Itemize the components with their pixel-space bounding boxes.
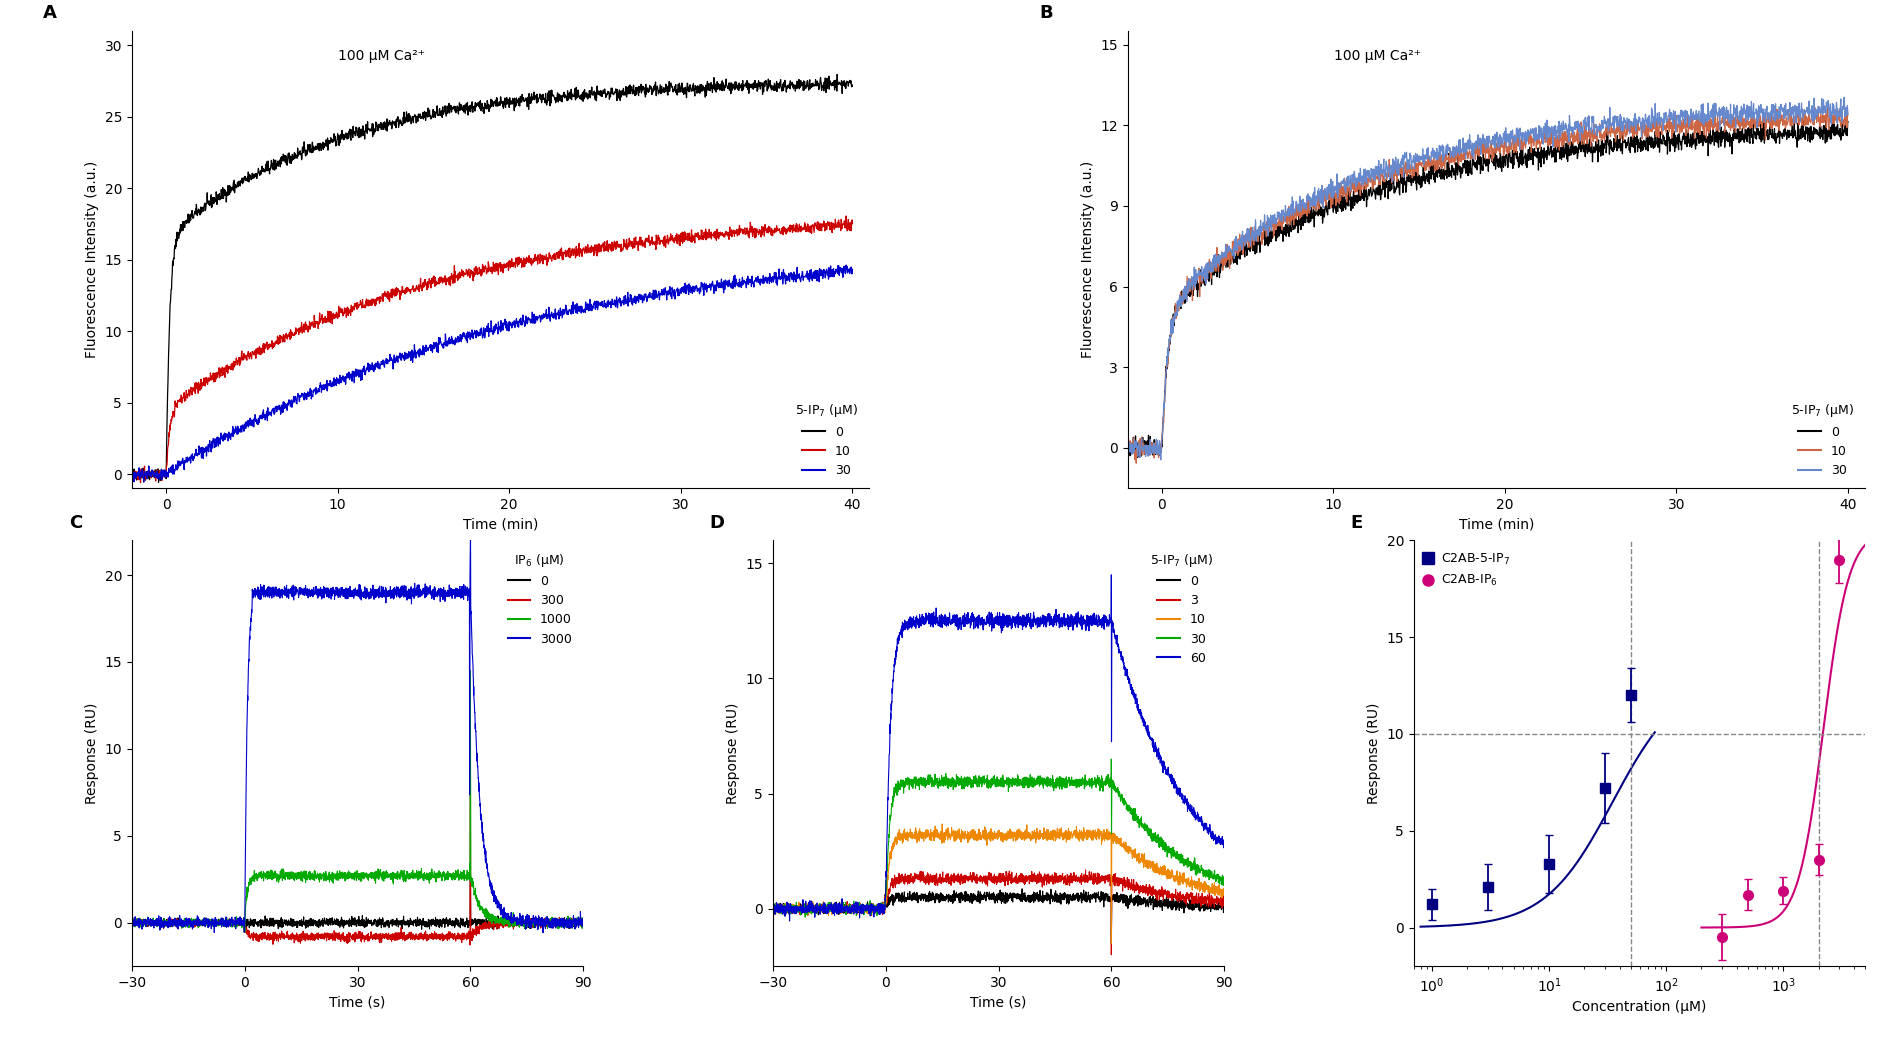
Legend: 0, 300, 1000, 3000: 0, 300, 1000, 3000 bbox=[503, 547, 577, 650]
Y-axis label: Response (RU): Response (RU) bbox=[725, 702, 740, 804]
Text: D: D bbox=[710, 513, 725, 532]
Legend: 0, 10, 30: 0, 10, 30 bbox=[1786, 397, 1860, 482]
X-axis label: Time (s): Time (s) bbox=[970, 995, 1027, 1010]
Y-axis label: Response (RU): Response (RU) bbox=[85, 702, 100, 804]
Text: C: C bbox=[68, 513, 81, 532]
Legend: 0, 3, 10, 30, 60: 0, 3, 10, 30, 60 bbox=[1145, 547, 1217, 670]
Y-axis label: Fluorescence Intensity (a.u.): Fluorescence Intensity (a.u.) bbox=[1081, 161, 1095, 358]
Text: B: B bbox=[1040, 4, 1053, 22]
Y-axis label: Fluorescence Intensity (a.u.): Fluorescence Intensity (a.u.) bbox=[85, 161, 100, 358]
X-axis label: Time (s): Time (s) bbox=[330, 995, 386, 1010]
Text: A: A bbox=[43, 4, 57, 22]
Text: 100 μM Ca²⁺: 100 μM Ca²⁺ bbox=[1334, 50, 1421, 63]
X-axis label: Time (min): Time (min) bbox=[1458, 517, 1534, 532]
Text: E: E bbox=[1351, 513, 1362, 532]
X-axis label: Concentration (μM): Concentration (μM) bbox=[1573, 1001, 1707, 1014]
X-axis label: Time (min): Time (min) bbox=[463, 517, 539, 532]
Legend: 0, 10, 30: 0, 10, 30 bbox=[789, 397, 863, 482]
Text: 100 μM Ca²⁺: 100 μM Ca²⁺ bbox=[339, 50, 426, 63]
Y-axis label: Response (RU): Response (RU) bbox=[1368, 702, 1381, 804]
Legend: C2AB-5-IP$_7$, C2AB-IP$_6$: C2AB-5-IP$_7$, C2AB-IP$_6$ bbox=[1421, 547, 1515, 593]
